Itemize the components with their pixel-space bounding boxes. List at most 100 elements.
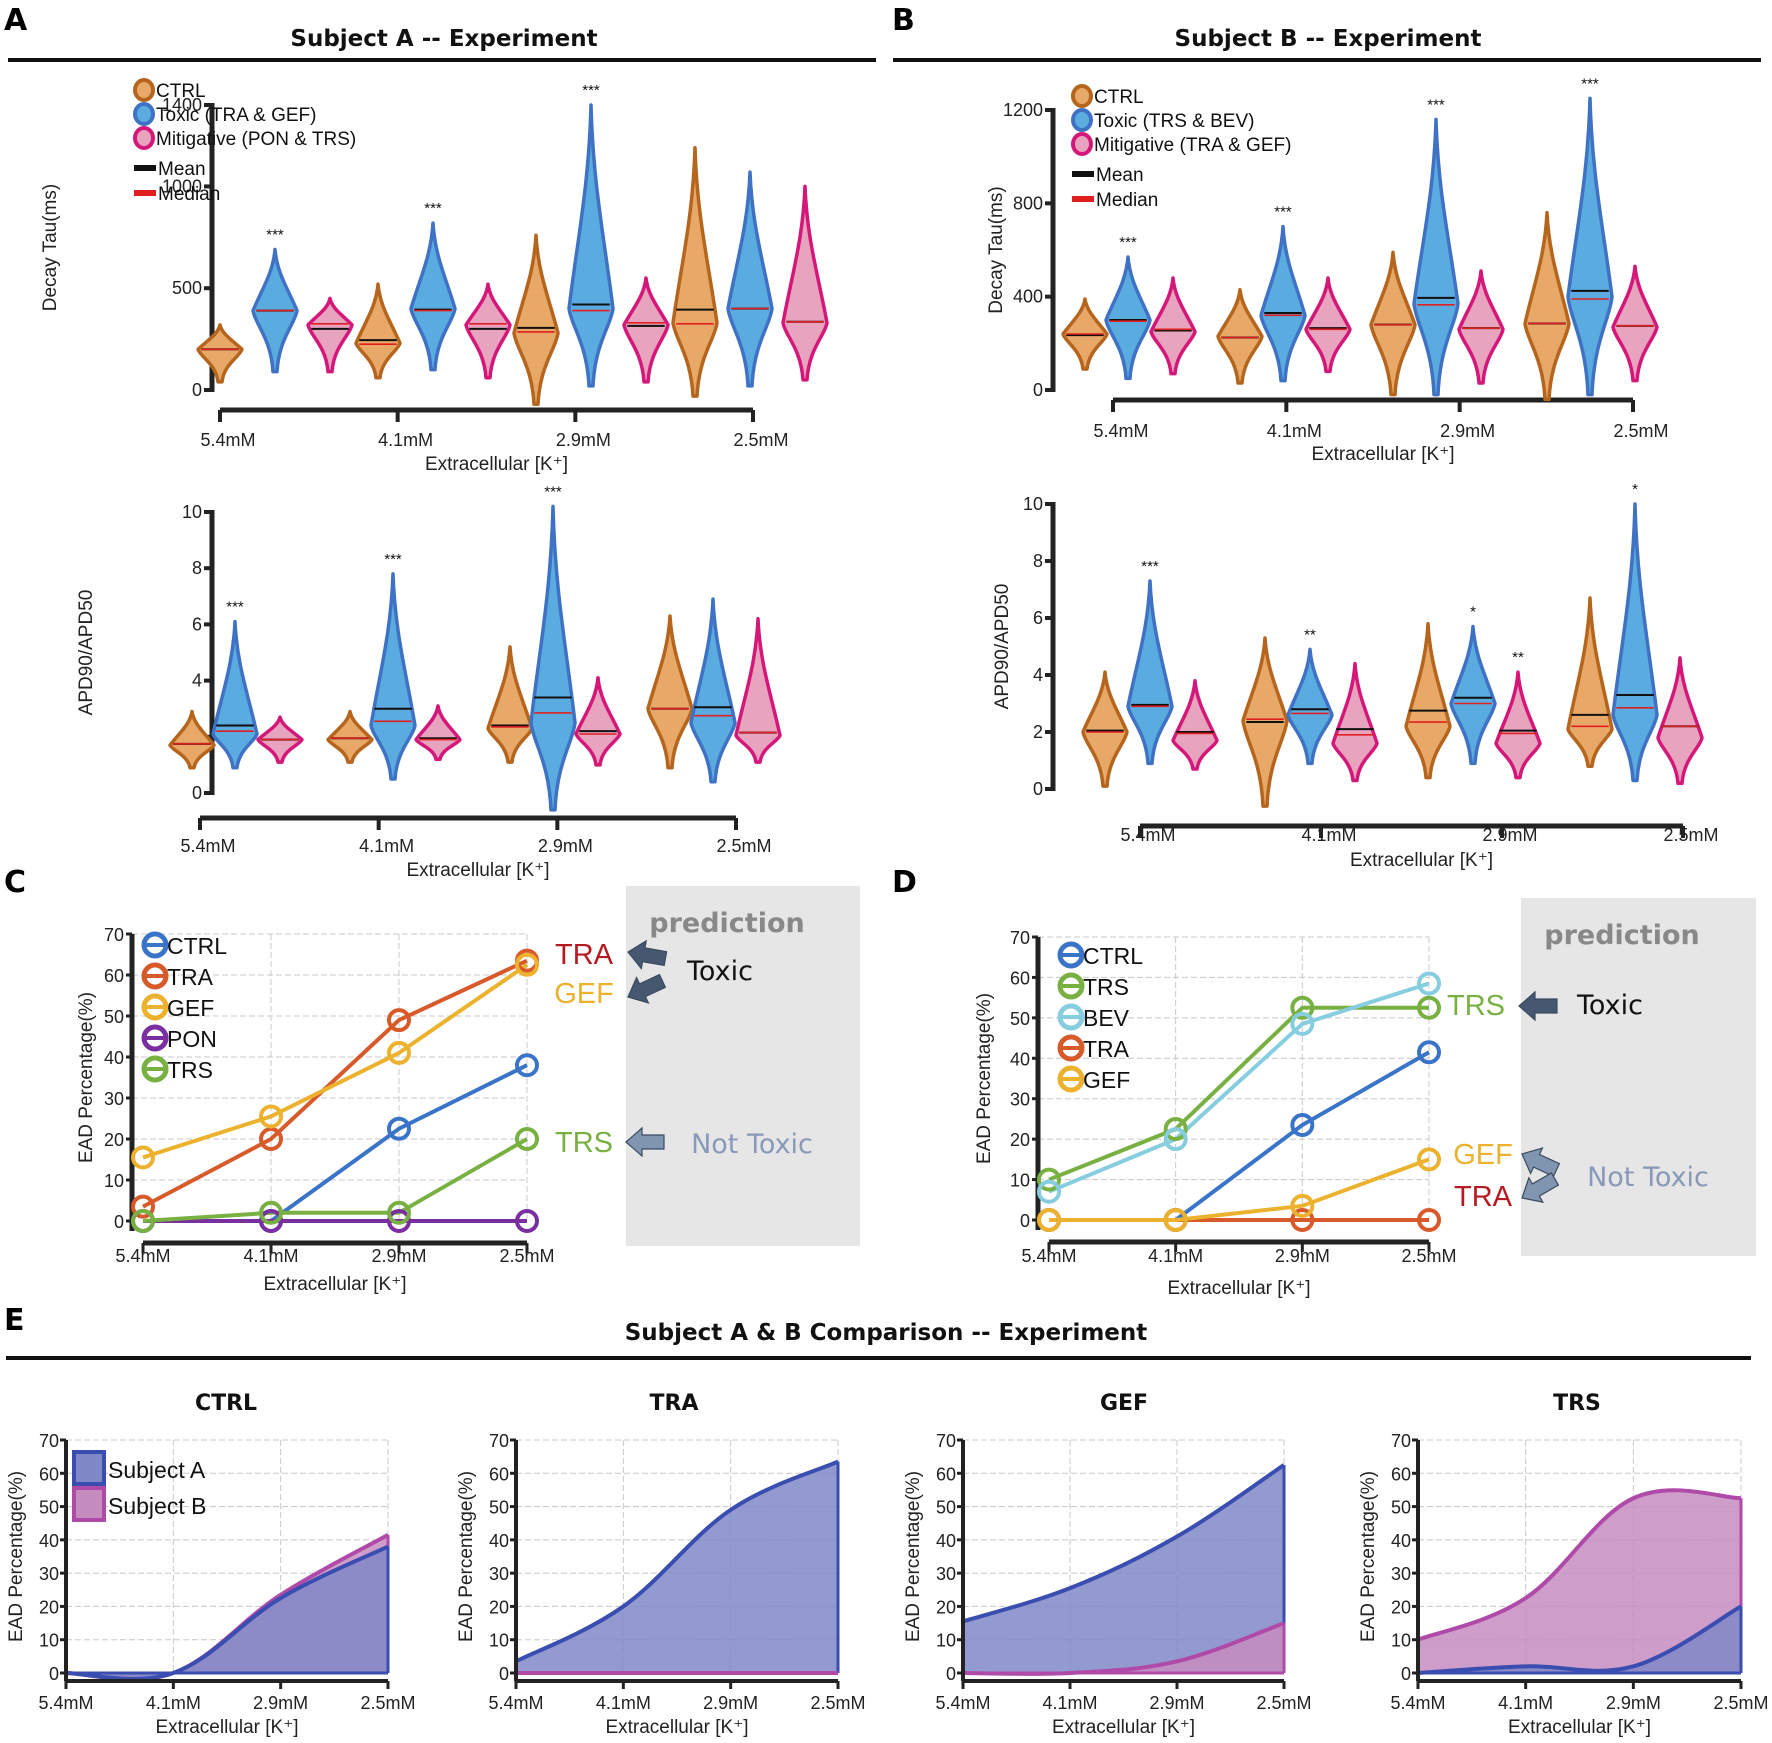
y-tick-label: 50 xyxy=(489,1498,509,1518)
y-tick-label: 0 xyxy=(1020,1211,1030,1231)
y-tick-label: 30 xyxy=(104,1089,124,1109)
y-tick-label: 60 xyxy=(104,966,124,986)
significance-marker: * xyxy=(1632,481,1638,498)
legend-label: TRS xyxy=(1083,974,1129,1000)
violin-ctrl xyxy=(1081,670,1129,788)
y-tick-label: 10 xyxy=(39,1631,59,1651)
data-point-tra xyxy=(259,1127,283,1151)
area-chart-gef: GEF 0 10 20 30 40 50 60 70 5.4mM 4.1mM 2.9mM 2.5mM Ex… xyxy=(903,1391,1312,1738)
data-point-gef xyxy=(259,1104,283,1129)
legend-swatch-icon xyxy=(72,1450,106,1486)
y-tick-label: 10 xyxy=(489,1631,509,1651)
violin-mitigative xyxy=(574,676,622,767)
y-tick-label: 60 xyxy=(936,1464,956,1484)
violin-ctrl xyxy=(168,709,216,770)
line-chart-C: 0 10 20 30 40 50 60 70 5.4mM 4.1mM 2.9mM 2.5mM Extra… xyxy=(76,925,555,1295)
x-tick-label: 5.4mM xyxy=(38,1693,93,1713)
series-line-bev xyxy=(1048,981,1430,1194)
data-point-pon xyxy=(387,1209,411,1233)
y-tick-label: 40 xyxy=(104,1048,124,1068)
legend-line-icon xyxy=(1072,196,1094,202)
data-point-gef xyxy=(1290,1193,1315,1218)
area-chart-ctrl: CTRL 0 10 20 30 40 50 60 70 5.4mM 4.1mM 2.9mM 2.5mM E… xyxy=(6,1391,416,1738)
panel-e-title: Subject A & B Comparison -- Experiment xyxy=(625,1320,1148,1346)
y-tick-label: 800 xyxy=(1013,193,1043,213)
y-tick-label: 70 xyxy=(489,1431,509,1451)
violin-ctrl xyxy=(486,645,534,764)
x-axis-label: Extracellular [K⁺] xyxy=(263,1274,406,1295)
x-tick-label: 2.5mM xyxy=(1256,1693,1311,1713)
y-tick-label: 50 xyxy=(104,1007,124,1027)
significance-marker: *** xyxy=(266,227,284,244)
series-line-trs xyxy=(142,1137,528,1223)
y-tick-label: 1000 xyxy=(162,176,202,196)
series-line-gef xyxy=(1049,1157,1430,1222)
y-tick-label: 0 xyxy=(192,380,202,400)
y-axis-label: EAD Percentage(%) xyxy=(903,1471,924,1642)
legend-label: GEF xyxy=(167,995,214,1021)
panel-b-title: Subject B -- Experiment xyxy=(1175,26,1482,52)
y-tick-label: 60 xyxy=(1391,1464,1411,1484)
toxic-arrow-icon xyxy=(627,973,667,1004)
significance-marker: *** xyxy=(544,483,562,500)
prediction-box-c: prediction Toxic Not Toxic xyxy=(626,886,860,1246)
x-tick-label: 4.1mM xyxy=(1148,1246,1203,1266)
x-axis-label: Extracellular [K⁺] xyxy=(1167,1278,1310,1299)
data-point-gef xyxy=(515,952,539,977)
y-tick-label: 6 xyxy=(192,614,202,634)
subplot-title: TRS xyxy=(1553,1391,1601,1416)
data-point-trs xyxy=(131,1209,155,1233)
data-point-tra xyxy=(1417,1208,1441,1232)
y-tick-label: 70 xyxy=(39,1431,59,1451)
legend-swatch-icon xyxy=(72,1486,106,1522)
data-point-trs xyxy=(1163,1117,1188,1142)
annotation-gef: GEF xyxy=(1453,1139,1513,1171)
panel-letter-d: D xyxy=(892,865,917,900)
y-tick-label: 500 xyxy=(172,278,202,298)
panel-a-rule xyxy=(8,58,876,62)
violin-toxic xyxy=(1259,224,1307,383)
x-axis-label: Extracellular [K⁺] xyxy=(1052,1717,1195,1738)
legend-label: CTRL xyxy=(1094,87,1144,108)
data-point-bev xyxy=(1163,1127,1188,1152)
x-tick-label: 2.5mM xyxy=(1713,1693,1768,1713)
data-point-tra xyxy=(387,1008,411,1033)
significance-marker: *** xyxy=(424,200,442,217)
y-tick-label: 20 xyxy=(1391,1597,1411,1617)
prediction-box-d: prediction Toxic Not Toxic xyxy=(1521,898,1756,1256)
area-fill-subject-b xyxy=(963,1623,1284,1674)
prediction-background xyxy=(1521,898,1756,1256)
data-point-pon xyxy=(515,1209,539,1233)
not-toxic-arrow-icon xyxy=(1521,1147,1561,1178)
legend-swatch-icon xyxy=(1071,132,1093,156)
x-tick-label: 4.1mM xyxy=(378,430,433,450)
data-point-tra xyxy=(1290,1208,1315,1232)
violin-ctrl xyxy=(1523,210,1571,402)
y-tick-label: 20 xyxy=(1010,1130,1030,1150)
legend-swatch-icon xyxy=(1071,108,1093,132)
y-tick-label: 0 xyxy=(192,783,202,803)
legend-swatch-icon xyxy=(1071,84,1093,108)
violin-mitigative xyxy=(306,296,354,374)
series-line-tra xyxy=(142,958,528,1209)
legend-label: BEV xyxy=(1083,1005,1130,1031)
y-tick-label: 70 xyxy=(1010,928,1030,948)
violin-ctrl xyxy=(1369,250,1417,397)
y-axis-label: APD90/APD50 xyxy=(76,590,97,716)
prediction-title: prediction xyxy=(1544,920,1699,951)
y-tick-label: 50 xyxy=(936,1498,956,1518)
series-line-gef xyxy=(142,963,529,1160)
data-point-ctrl xyxy=(1417,1040,1441,1065)
y-axis-label: Decay Tau(ms) xyxy=(986,186,1007,313)
data-point-trs xyxy=(515,1127,539,1151)
x-axis-label: Extracellular [K⁺] xyxy=(1350,850,1493,871)
x-tick-label: 4.1mM xyxy=(1267,421,1322,441)
y-axis-label: EAD Percentage(%) xyxy=(76,992,97,1163)
violin-ctrl xyxy=(354,282,402,380)
data-point-trs xyxy=(259,1200,283,1225)
significance-marker: ** xyxy=(1512,649,1524,666)
legend-label: TRA xyxy=(167,964,214,990)
legend-panel-a: CTRL Toxic (TRA & GEF) Mitigative (PON & T… xyxy=(133,78,356,205)
x-axis-label: Extracellular [K⁺] xyxy=(406,860,549,881)
data-point-trs xyxy=(387,1200,411,1225)
